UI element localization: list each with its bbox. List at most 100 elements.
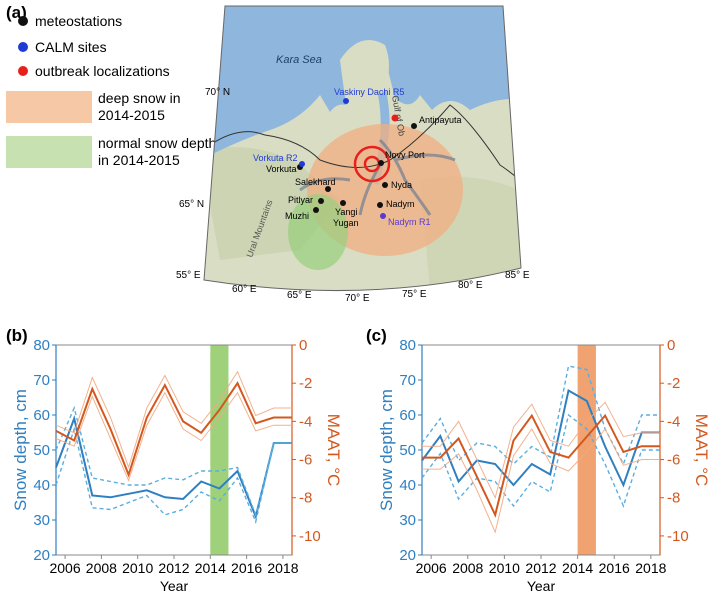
station-novy-port-label: Novy Port — [385, 150, 425, 160]
chart-c-xlabel: Year — [527, 578, 556, 594]
chart-c-xtick-label: 2018 — [635, 560, 666, 576]
map-river-network — [299, 138, 456, 216]
chart-b-xtick-label: 2018 — [267, 560, 298, 576]
lon-label-85e: 85° E — [505, 270, 530, 281]
chart-c-ytick-right-label: -8 — [667, 490, 680, 507]
lon-label-60e: 60° E — [232, 284, 257, 295]
chart-c-xtick-label: 2010 — [489, 560, 520, 576]
chart-c: 2006 2008 2010 2012 2014 2016 2018 Year 20 30 40 50… — [377, 337, 708, 594]
chart-b-ytick-right-label: -2 — [299, 375, 312, 392]
chart-b-ylabel-right: MAAT, °C — [324, 414, 343, 487]
calm-vaskiny-dachi-marker — [343, 98, 349, 104]
map-border — [203, 5, 522, 292]
chart-b-ytick-left-label: 60 — [33, 407, 50, 424]
chart-c-ytick-right-label: -4 — [667, 413, 680, 430]
chart-b-series-snow-solid-0 — [55, 415, 292, 520]
legend-deep-snow-line2: 2014-2015 — [98, 107, 165, 123]
station-yangi-yugan-marker — [340, 200, 346, 206]
map-normal-snow-region — [288, 194, 348, 270]
chart-c-series-maat-solid-3 — [422, 413, 660, 518]
station-nadym-label: Nadym — [386, 199, 415, 209]
chart-c-series-maat-thin-5 — [422, 428, 660, 534]
chart-b-ytick-right-label: 0 — [299, 337, 307, 354]
legend-deep-snow-label: deep snow in 2014-2015 — [98, 90, 184, 123]
calm-vorkuta-marker — [299, 161, 305, 167]
chart-b-series-maat-thin-5 — [55, 391, 292, 482]
chart-b-series-snow-dashed-2 — [55, 426, 292, 525]
chart-b-xtick-label: 2006 — [49, 560, 80, 576]
station-nadym-marker — [377, 202, 383, 208]
chart-b-ytick-left-label: 70 — [33, 372, 50, 389]
chart-b-ytick-right-label: -10 — [299, 528, 321, 545]
lon-label-65e: 65° E — [287, 290, 312, 301]
chart-c-ytick-left-label: 50 — [399, 442, 416, 459]
chart-b-ytick-right-label: -4 — [299, 413, 312, 430]
chart-c-xtick-label: 2012 — [525, 560, 556, 576]
calm-vorkuta-label: Vorkuta R2 — [253, 153, 298, 163]
outbreak-ring-outer — [353, 145, 391, 183]
lon-label-55e: 55° E — [176, 270, 201, 281]
chart-c-ytick-left-label: 20 — [399, 547, 416, 564]
legend-normal-snow-line2: in 2014-2015 — [98, 152, 180, 168]
chart-c-xtick-label: 2016 — [599, 560, 630, 576]
chart-b-highlight-band — [210, 345, 229, 555]
station-nyda-label: Nyda — [391, 180, 412, 190]
map-legend: meteostations CALM sites outbreak locali… — [6, 13, 220, 168]
legend-outbreak-label: outbreak localizations — [35, 63, 170, 79]
chart-b-series-snow-dashed-1 — [55, 405, 292, 518]
map: Kara Sea Gulf of Ob Ural Mountains Antip… — [176, 5, 530, 304]
map-treeline — [209, 104, 521, 186]
lat-label-65n: 65° N — [179, 199, 204, 210]
station-antipayuta-label: Antipayuta — [419, 115, 462, 125]
chart-b-plot-frame — [55, 344, 293, 556]
chart-b-xlabel: Year — [160, 578, 189, 594]
chart-b-xtick-label: 2010 — [122, 560, 153, 576]
station-muzhi-label: Muzhi — [285, 211, 309, 221]
chart-c-ylabel-left: Snow depth, cm — [377, 389, 396, 511]
legend-normal-snow-label: normal snow depth in 2014-2015 — [98, 135, 220, 168]
chart-b-series-maat-solid-3 — [55, 381, 292, 478]
chart-c-ytick-left-label: 30 — [399, 512, 416, 529]
chart-b-ylabel-left: Snow depth, cm — [11, 389, 30, 511]
outbreak-marker — [391, 114, 399, 122]
chart-b-xtick-label: 2008 — [86, 560, 117, 576]
station-pitlyar-label: Pitlyar — [288, 195, 313, 205]
chart-b-series-maat-thin-4 — [55, 370, 292, 469]
legend-deep-snow-swatch — [6, 91, 92, 123]
lon-label-75e: 75° E — [402, 289, 427, 300]
chart-c-series-snow-dashed-2 — [421, 413, 660, 508]
chart-b-xtick-label: 2012 — [158, 560, 189, 576]
chart-b-xtick-label: 2014 — [195, 560, 226, 576]
map-sea — [204, 6, 521, 160]
calm-nadym-label: Nadym R1 — [388, 217, 431, 227]
station-nyda-marker — [382, 182, 388, 188]
chart-b-ytick-left-label: 50 — [33, 442, 50, 459]
chart-c-ytick-left-label: 60 — [399, 407, 416, 424]
chart-c-series-maat-thin-4 — [422, 401, 660, 500]
station-novy-port-marker — [378, 160, 384, 166]
chart-c-xtick-label: 2014 — [562, 560, 593, 576]
station-muzhi-marker — [313, 207, 319, 213]
chart-c-ytick-left-label: 80 — [399, 337, 416, 354]
chart-c-xtick-label: 2006 — [416, 560, 447, 576]
chart-b-ytick-left-label: 30 — [33, 512, 50, 529]
legend-deep-snow-line1: deep snow in — [98, 90, 181, 106]
lon-label-70e: 70° E — [345, 293, 370, 304]
legend-normal-snow-swatch — [6, 136, 92, 168]
legend-meteostations-label: meteostations — [35, 13, 122, 29]
station-yangi-yugan-label: Yangi Yugan — [333, 207, 360, 228]
chart-c-ytick-left-label: 40 — [399, 477, 416, 494]
station-salekhard-marker — [325, 186, 331, 192]
chart-b-ytick-right-label: -6 — [299, 452, 312, 469]
legend-calm-marker — [18, 42, 28, 52]
chart-c-series-snow-solid-0 — [421, 388, 660, 488]
map-sea-label: Kara Sea — [276, 54, 322, 66]
map-yamal-peninsula — [340, 40, 389, 144]
legend-outbreak-marker — [18, 66, 28, 76]
calm-nadym-marker — [380, 213, 386, 219]
chart-c-ytick-left-label: 70 — [399, 372, 416, 389]
station-yugan-line2: Yugan — [333, 218, 359, 228]
chart-c-ytick-right-label: -6 — [667, 452, 680, 469]
calm-vaskiny-dachi-label: Vaskiny Dachi R5 — [334, 87, 404, 97]
chart-b: 2006 2008 2010 2012 2014 2016 2018 Year 20 30 40 50… — [11, 337, 343, 594]
